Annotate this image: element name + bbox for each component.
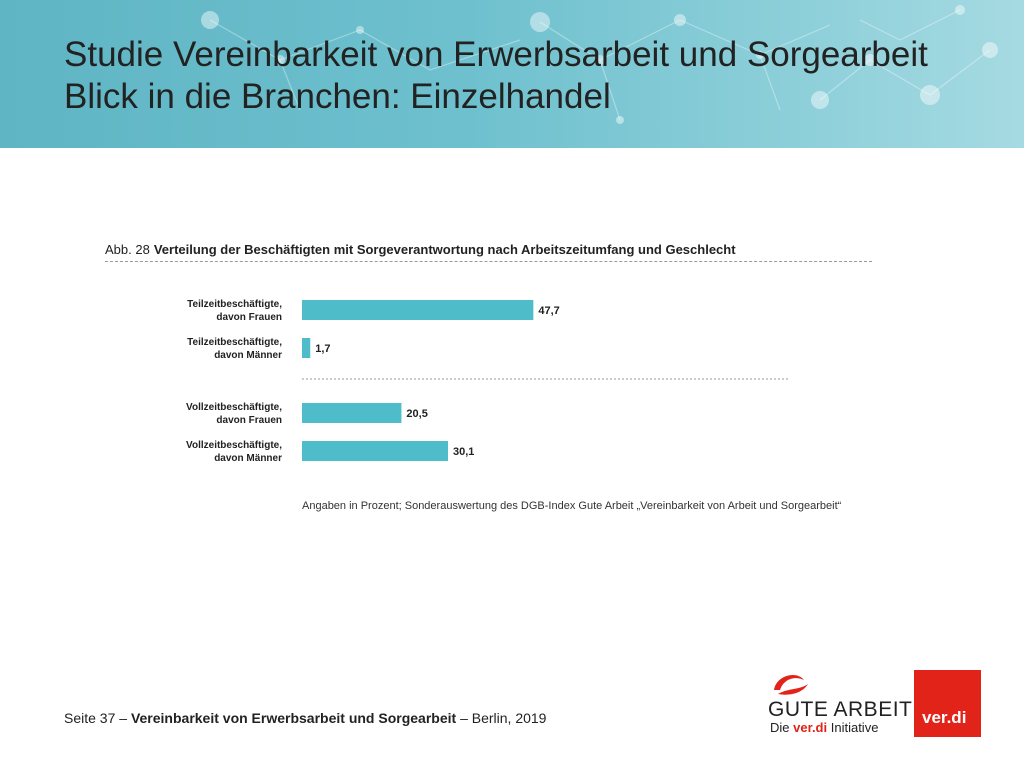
gute-arbeit-logo: GUTE ARBEIT Die ver.di Initiative bbox=[764, 668, 912, 738]
footer-place-year: Berlin, 2019 bbox=[471, 710, 547, 726]
verdi-logo-text: ver.di bbox=[922, 708, 967, 727]
caption-divider bbox=[105, 261, 872, 262]
category-label: Teilzeitbeschäftigte, bbox=[187, 299, 282, 310]
footer: Seite 37 – Vereinbarkeit von Erwerbsarbe… bbox=[64, 710, 546, 726]
footer-separator: – bbox=[460, 710, 468, 726]
slide-title: Studie Vereinbarkeit von Erwerbsarbeit u… bbox=[64, 35, 928, 74]
slide-subtitle: Blick in die Branchen: Einzelhandel bbox=[64, 77, 611, 116]
bar bbox=[302, 403, 402, 423]
header-banner: Studie Vereinbarkeit von Erwerbsarbeit u… bbox=[0, 0, 1024, 148]
category-label: Teilzeitbeschäftigte, bbox=[187, 337, 282, 348]
bar-value-label: 20,5 bbox=[406, 408, 427, 420]
gute-arbeit-swoosh-icon bbox=[774, 675, 808, 695]
bar bbox=[302, 338, 311, 358]
network-background-graphic bbox=[201, 5, 998, 124]
tagline-initiative: Initiative bbox=[830, 720, 879, 735]
bar-value-label: 1,7 bbox=[315, 343, 330, 355]
bar bbox=[302, 441, 448, 461]
page-number: Seite 37 bbox=[64, 710, 116, 726]
figure-caption: Abb. 28 Verteilung der Beschäftigten mit … bbox=[105, 242, 736, 257]
category-label: davon Männer bbox=[214, 350, 282, 361]
source-note: Angaben in Prozent; Sonderauswertung des… bbox=[302, 500, 842, 512]
category-label: Vollzeitbeschäftigte, bbox=[186, 402, 282, 413]
footer-separator: – bbox=[119, 710, 128, 726]
tagline-verdi: ver.di bbox=[793, 720, 828, 735]
category-label: davon Frauen bbox=[216, 415, 282, 426]
category-label: davon Männer bbox=[214, 453, 282, 464]
verdi-logo: ver.di bbox=[914, 670, 981, 737]
category-label: Vollzeitbeschäftigte, bbox=[186, 440, 282, 451]
bar bbox=[302, 300, 534, 320]
gute-arbeit-tagline: Die ver.di Initiative bbox=[770, 720, 878, 735]
tagline-die: Die bbox=[770, 720, 790, 735]
gute-arbeit-name: GUTE ARBEIT bbox=[768, 698, 913, 721]
bar-value-label: 30,1 bbox=[453, 446, 474, 458]
figure-title: Verteilung der Beschäftigten mit Sorgeve… bbox=[153, 242, 736, 257]
bar-value-label: 47,7 bbox=[538, 305, 559, 317]
figure-number: Abb. 28 bbox=[105, 242, 150, 257]
footer-topic: Vereinbarkeit von Erwerbsarbeit und Sorg… bbox=[130, 710, 457, 726]
category-label: davon Frauen bbox=[216, 312, 282, 323]
